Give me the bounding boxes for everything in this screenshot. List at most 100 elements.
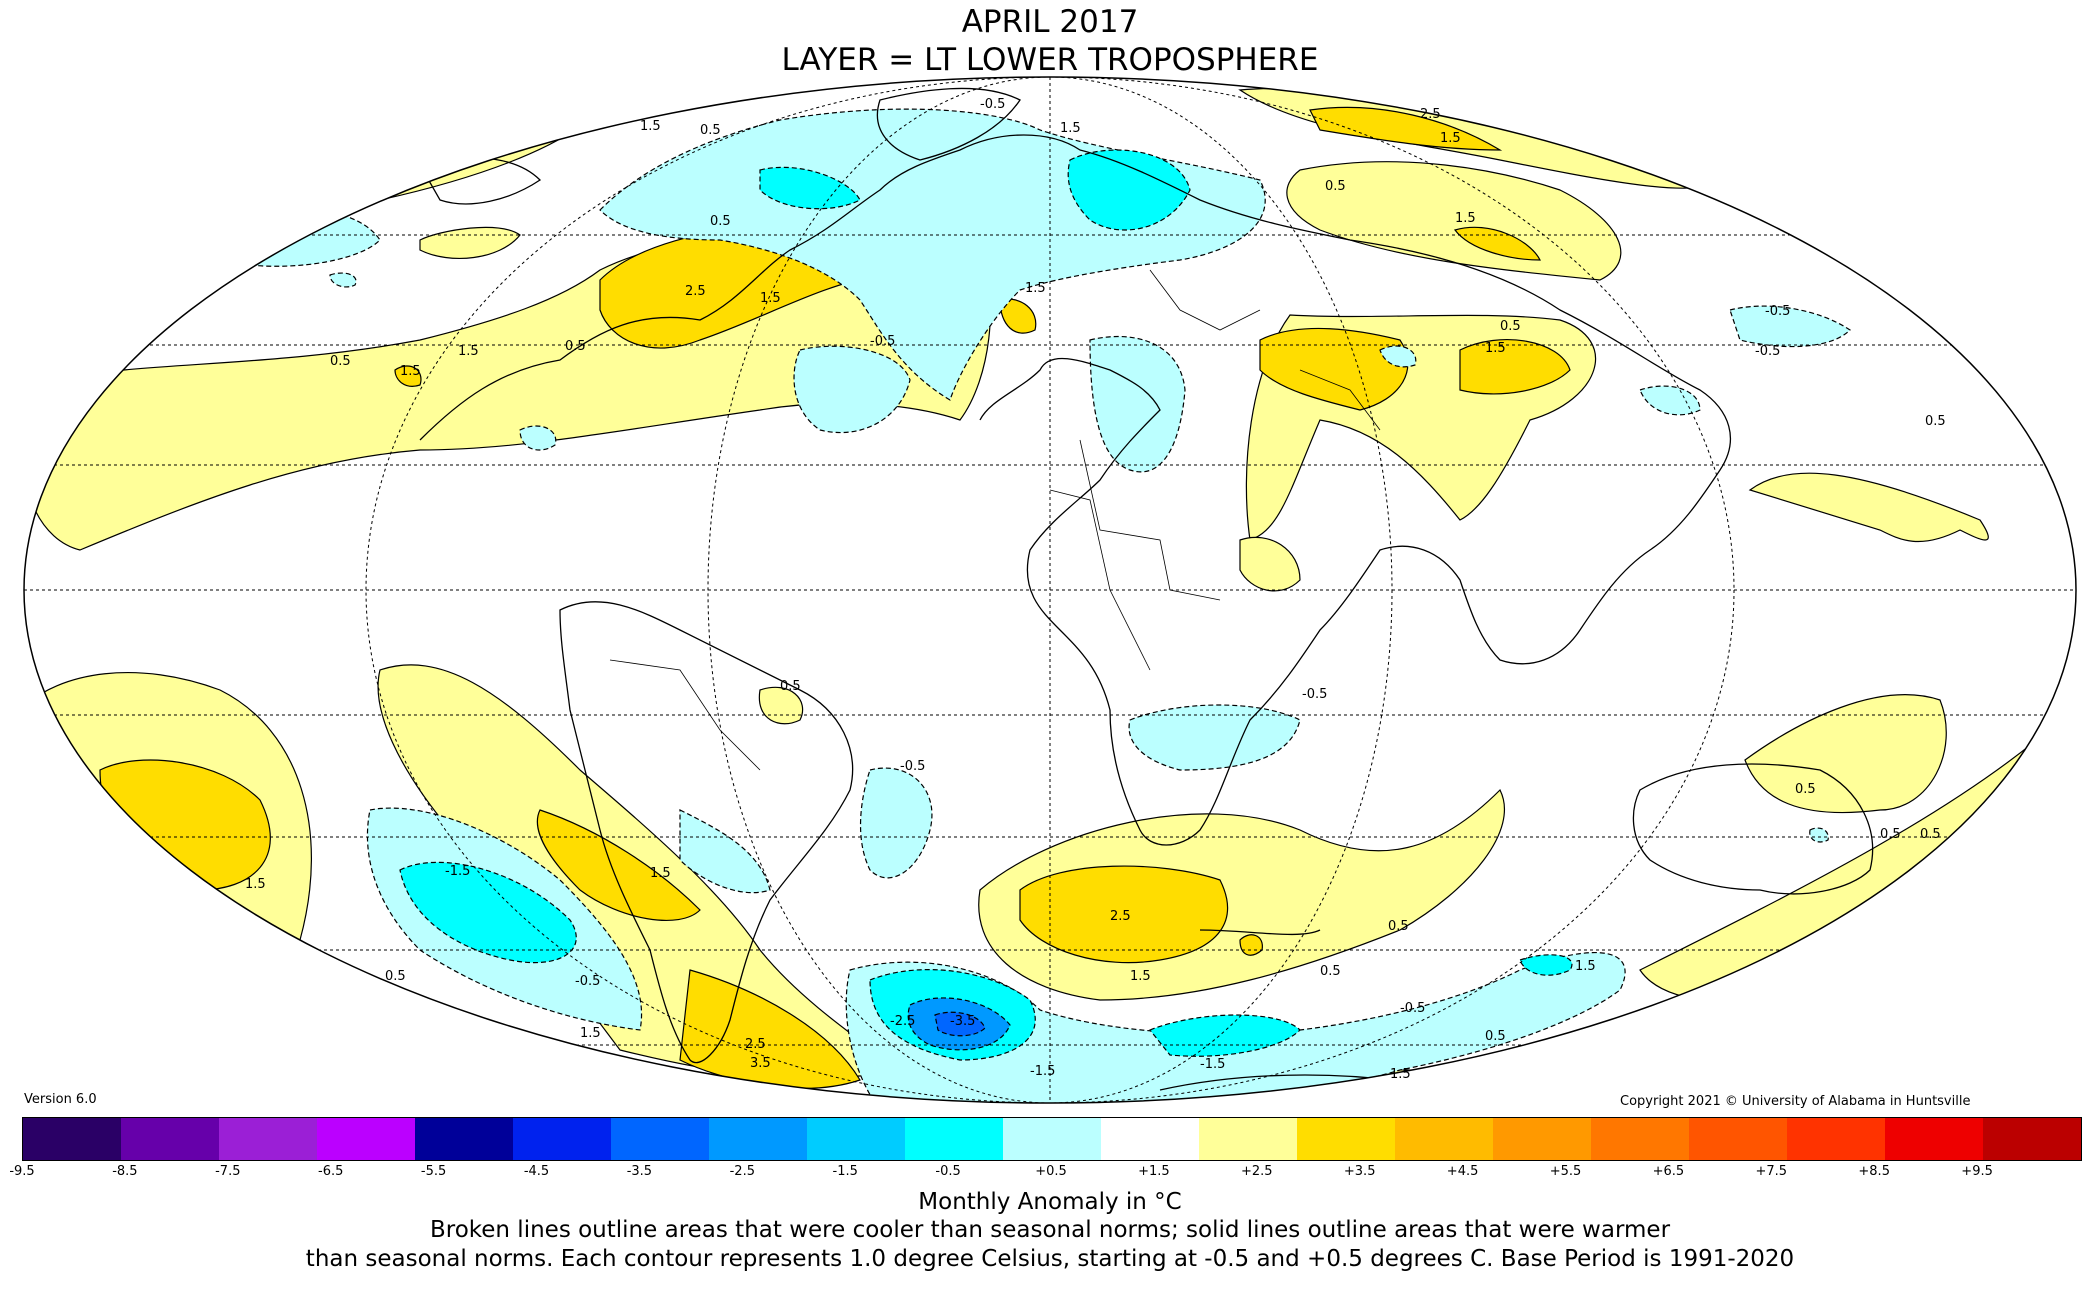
colorbar-tick-label: -0.5 [935,1164,961,1179]
contour-label: 2.5 [1110,909,1131,924]
contour-label: 0.5 [1925,414,1946,429]
colorbar-swatch [1493,1118,1591,1160]
contour-label: 0.5 [1320,964,1341,979]
colorbar-tick-label: +5.5 [1549,1164,1582,1179]
contour-label: 1.5 [1025,281,1046,296]
colorbar-tick-label: +6.5 [1652,1164,1685,1179]
contour-label: 1.5 [650,866,671,881]
contour-label: 1.5 [400,364,421,379]
description-line-1: Broken lines outline areas that were coo… [429,1217,1671,1243]
map-subtitle: LAYER = LT LOWER TROPOSPHERE [781,42,1319,78]
colorbar-swatch [1003,1118,1101,1160]
contour-label: 3.5 [750,1056,771,1071]
contour-label: 0.5 [330,354,351,369]
contour-label: 1.5 [1130,969,1151,984]
contour-label: 1.5 [458,344,479,359]
colorbar-swatch [23,1118,121,1160]
contour-label: 0.5 [1388,919,1409,934]
colorbar-tick-label: +1.5 [1138,1164,1170,1179]
anomaly-map: 1.5 0.5 -0.5 0.5 2.5 1.5 -0.5 1.5 1.5 0.… [23,76,2077,1104]
contour-label: 1.5 [1060,121,1081,136]
colorbar-tick-label: +3.5 [1343,1164,1376,1179]
contour-label: 2.5 [685,284,706,299]
colorbar-tick-label: -6.5 [318,1164,344,1179]
contour-label: -0.5 [870,334,895,349]
colorbar-swatch [1297,1118,1395,1160]
contour-label: -1.5 [1200,1057,1225,1072]
contour-label: 0.5 [1325,179,1346,194]
colorbar-swatch [611,1118,709,1160]
colorbar-swatch [1395,1118,1493,1160]
colorbar-swatch [1101,1118,1199,1160]
colorbar-tick-label: -1.5 [832,1164,858,1179]
contour-label: 1.5 [760,291,781,306]
colorbar-tick-label: -5.5 [420,1164,447,1179]
colorbar-tick-label: +4.5 [1446,1164,1479,1179]
colorbar-swatch [219,1118,317,1160]
contour-label: 1.5 [1575,959,1596,974]
colorbar-tick-label: -4.5 [523,1164,550,1179]
contour-label: 0.5 [700,123,721,138]
colorbar-swatch [415,1118,513,1160]
colorbar-swatch [1983,1118,2081,1160]
contour-labels: 1.5 0.5 -0.5 0.5 2.5 1.5 -0.5 1.5 1.5 0.… [245,97,1946,1082]
colorbar-swatch [1689,1118,1787,1160]
colorbar-swatch [807,1118,905,1160]
colorbar-tick-label: +8.5 [1858,1164,1890,1179]
contour-label: 0.5 [780,679,801,694]
contour-label: -0.5 [1400,1001,1425,1016]
contour-label: 2.5 [745,1037,766,1052]
version-label: Version 6.0 [24,1092,97,1107]
contour-label: -0.5 [1755,344,1780,359]
contour-label: -0.5 [980,97,1005,112]
colorbar-swatch [709,1118,807,1160]
colorbar-ticks: -9.5 -8.5 -7.5 -6.5 -5.5 -4.5 -3.5 -2.5 -1.5 -0.5… [9,1164,2080,1184]
contour-label: -0.5 [575,974,600,989]
colorbar-tick-label: +9.5 [1961,1164,1993,1179]
colorbar-tick-label: -9.5 [9,1164,35,1179]
contour-label: 0.5 [385,969,406,984]
colorbar-swatch [121,1118,219,1160]
colorbar-swatch [513,1118,611,1160]
contour-label: -1.5 [445,864,470,879]
colorbar-tick-label: -3.5 [626,1164,653,1179]
description-line-2: than seasonal norms. Each contour repres… [305,1246,1795,1272]
map-title: APRIL 2017 [961,4,1139,40]
contour-label: 1.5 [640,119,661,134]
colorbar-swatch [317,1118,415,1160]
legend-caption: Monthly Anomaly in °C [918,1189,1182,1215]
contour-label: -3.5 [950,1014,975,1029]
colorbar-tick-label: -2.5 [729,1164,755,1179]
colorbar-tick-label: +2.5 [1241,1164,1273,1179]
contour-label: 0.5 [565,339,586,354]
colorbar-swatch [1591,1118,1689,1160]
contour-label: 1.5 [1455,211,1476,226]
contour-label: 0.5 [1880,827,1901,842]
contour-label: -0.5 [1765,304,1790,319]
copyright-label: Copyright 2021 © University of Alabama i… [1620,1094,1971,1109]
contour-label: 1.5 [1485,341,1506,356]
colorbar-swatch [1199,1118,1297,1160]
colorbar-swatch [1787,1118,1885,1160]
contour-label: 0.5 [1500,319,1521,334]
colorbar-tick-label: -7.5 [215,1164,241,1179]
contour-label: 0.5 [1920,827,1941,842]
contour-label: -1.5 [1030,1064,1055,1079]
contour-label: 0.5 [710,214,731,229]
colorbar-swatch [1885,1118,1983,1160]
colorbar-swatch [905,1118,1003,1160]
colorbar-tick-label: +0.5 [1035,1164,1067,1179]
contour-label: -0.5 [1302,687,1327,702]
colorbar-tick-label: +7.5 [1755,1164,1788,1179]
contour-label: -2.5 [890,1014,915,1029]
colorbar-tick-label: -8.5 [112,1164,138,1179]
contour-label: -0.5 [900,759,925,774]
globe-outline [23,76,2077,1104]
contour-label: 0.5 [1795,782,1816,797]
contour-label: 1.5 [1390,1067,1411,1082]
contour-label: 1.5 [1440,131,1461,146]
contour-label: 1.5 [580,1026,601,1041]
colorbar [22,1117,2082,1161]
borders [609,269,1381,771]
coldest-region [934,1011,986,1037]
